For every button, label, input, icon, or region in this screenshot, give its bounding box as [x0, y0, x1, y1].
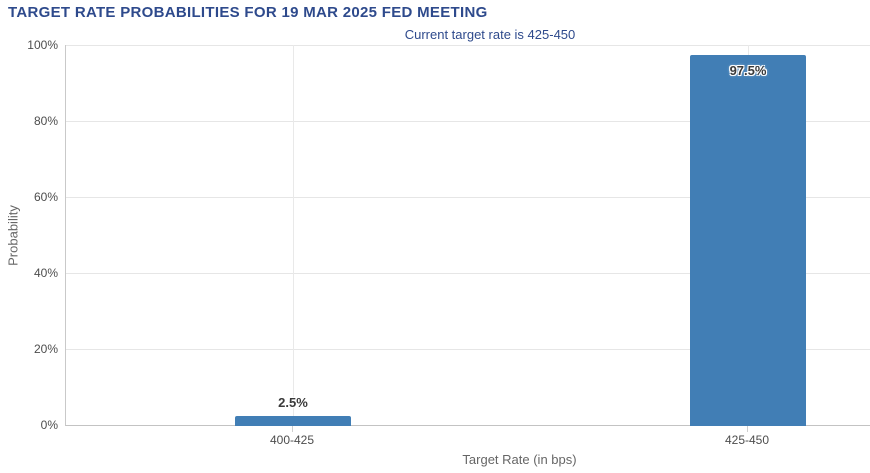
- y-tick-label: 60%: [33, 190, 58, 204]
- plot-area: 2.5% 97.5%: [65, 45, 870, 426]
- y-tick-label: 80%: [33, 114, 58, 128]
- gridline-horizontal: [66, 121, 870, 122]
- bar-data-label: 97.5%: [729, 63, 767, 78]
- x-tick-mark: [292, 426, 293, 432]
- x-axis-title: Target Rate (in bps): [462, 452, 577, 467]
- y-axis-title: Probability: [5, 205, 21, 266]
- x-tick-label: 425-450: [724, 433, 770, 447]
- probability-bar[interactable]: [690, 55, 806, 426]
- bar-data-label: 2.5%: [278, 395, 308, 410]
- gridline-vertical: [293, 45, 294, 425]
- gridline-horizontal: [66, 273, 870, 274]
- chart-title: TARGET RATE PROBABILITIES FOR 19 MAR 202…: [8, 4, 488, 21]
- gridline-horizontal: [66, 349, 870, 350]
- x-tick-mark: [747, 426, 748, 432]
- y-tick-label: 20%: [33, 342, 58, 356]
- gridline-horizontal: [66, 45, 870, 46]
- y-tick-label: 0%: [40, 418, 58, 432]
- y-tick-label: 100%: [27, 38, 58, 52]
- probability-bar[interactable]: [235, 416, 351, 426]
- gridline-horizontal: [66, 197, 870, 198]
- chart-subtitle: Current target rate is 425-450: [404, 27, 576, 42]
- y-tick-label: 40%: [33, 266, 58, 280]
- x-tick-label: 400-425: [269, 433, 315, 447]
